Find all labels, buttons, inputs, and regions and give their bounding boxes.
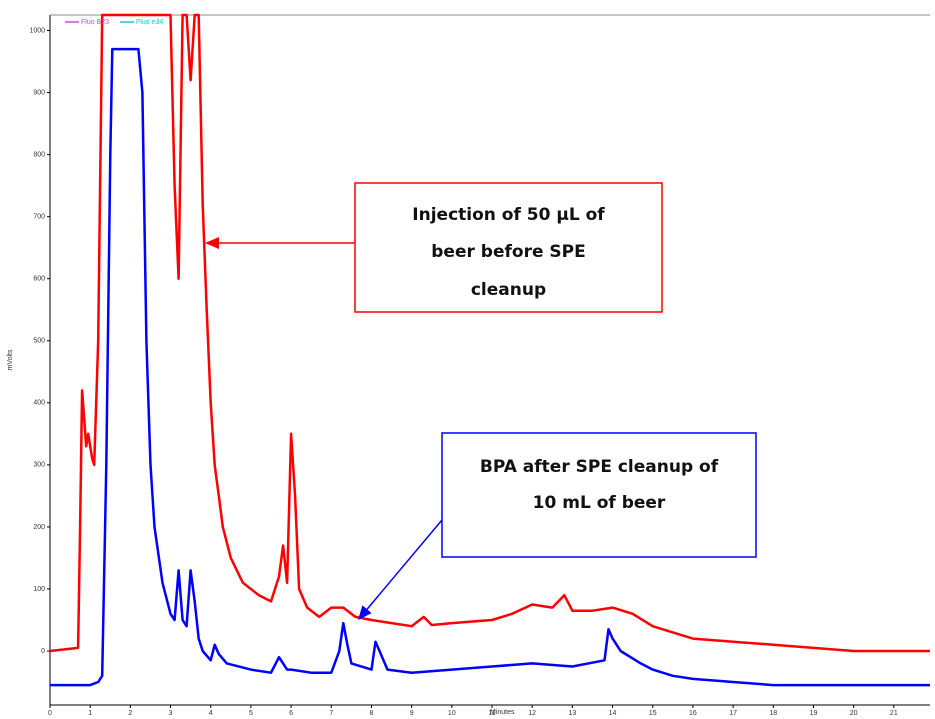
- y-tick-label: 0: [41, 648, 45, 655]
- x-tick-label: 9: [410, 710, 414, 717]
- x-tick-label: 18: [769, 710, 777, 717]
- y-tick-label: 900: [33, 89, 45, 96]
- x-tick-label: 15: [649, 710, 657, 717]
- x-axis-label: Minutes: [490, 709, 515, 716]
- annotation-arrow: [363, 519, 443, 613]
- annotation-arrowhead: [205, 237, 219, 249]
- x-tick-label: 4: [209, 710, 213, 717]
- annotation-box: [441, 432, 757, 558]
- y-tick-label: 100: [33, 586, 45, 593]
- x-tick-label: 20: [850, 710, 858, 717]
- x-tick-label: 6: [289, 710, 293, 717]
- x-tick-label: 1: [88, 710, 92, 717]
- annotation-text: beer before SPE: [431, 242, 585, 262]
- annotation-text: 10 mL of beer: [533, 493, 666, 513]
- y-tick-label: 300: [33, 462, 45, 469]
- x-tick-label: 19: [810, 710, 818, 717]
- annotation-box: [354, 182, 663, 313]
- x-tick-label: 0: [48, 710, 52, 717]
- y-tick-label: 800: [33, 151, 45, 158]
- x-tick-label: 7: [329, 710, 333, 717]
- x-tick-label: 17: [729, 710, 737, 717]
- legend-label: Fluo B23: [81, 19, 109, 26]
- x-tick-label: 8: [370, 710, 374, 717]
- y-axis-label: mVolts: [7, 349, 14, 371]
- x-tick-label: 16: [689, 710, 697, 717]
- y-tick-label: 400: [33, 400, 45, 407]
- series-line: [50, 47, 930, 687]
- y-tick-label: 200: [33, 524, 45, 531]
- x-tick-label: 12: [528, 710, 536, 717]
- y-tick-label: 700: [33, 214, 45, 221]
- annotation-text: BPA after SPE cleanup of: [480, 457, 719, 477]
- y-tick-label: 600: [33, 276, 45, 283]
- annotation-text: Injection of 50 µL of: [412, 205, 605, 225]
- legend-label: Fluo e34: [136, 19, 163, 26]
- x-tick-label: 21: [890, 710, 898, 717]
- x-tick-label: 14: [609, 710, 617, 717]
- x-tick-label: 10: [448, 710, 456, 717]
- x-tick-label: 3: [169, 710, 173, 717]
- x-tick-label: 5: [249, 710, 253, 717]
- x-tick-label: 2: [128, 710, 132, 717]
- annotation-text: cleanup: [471, 280, 546, 300]
- series-line: [50, 13, 930, 653]
- x-tick-label: 11: [488, 710, 495, 717]
- y-tick-label: 500: [33, 338, 45, 345]
- annotation-arrowhead: [358, 605, 372, 620]
- x-tick-label: 13: [568, 710, 576, 717]
- y-tick-label: 1000: [29, 27, 45, 34]
